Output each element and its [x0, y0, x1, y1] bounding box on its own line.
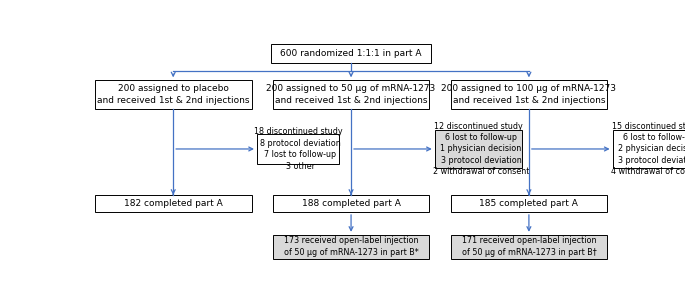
Text: 200 assigned to 50 μg of mRNA-1273
and received 1st & 2nd injections: 200 assigned to 50 μg of mRNA-1273 and r…: [266, 84, 436, 105]
FancyBboxPatch shape: [273, 235, 429, 259]
Text: 15 discontinued study
  6 lost to follow-up
  2 physician decision
  3 protocol : 15 discontinued study 6 lost to follow-u…: [606, 122, 685, 176]
Text: 171 received open-label injection
of 50 μg of mRNA-1273 in part B†: 171 received open-label injection of 50 …: [462, 236, 596, 257]
Text: 185 completed part A: 185 completed part A: [479, 199, 578, 208]
Text: 173 received open-label injection
of 50 μg of mRNA-1273 in part B*: 173 received open-label injection of 50 …: [284, 236, 419, 257]
FancyBboxPatch shape: [612, 130, 685, 168]
Text: 188 completed part A: 188 completed part A: [301, 199, 401, 208]
FancyBboxPatch shape: [271, 45, 431, 63]
FancyBboxPatch shape: [451, 80, 607, 109]
Text: 200 assigned to 100 μg of mRNA-1273
and received 1st & 2nd injections: 200 assigned to 100 μg of mRNA-1273 and …: [441, 84, 616, 105]
Text: 18 discontinued study
  8 protocol deviation
  7 lost to follow-up
  3 other: 18 discontinued study 8 protocol deviati…: [253, 127, 342, 171]
Text: 600 randomized 1:1:1 in part A: 600 randomized 1:1:1 in part A: [280, 49, 422, 58]
Text: 200 assigned to placebo
and received 1st & 2nd injections: 200 assigned to placebo and received 1st…: [97, 84, 249, 105]
FancyBboxPatch shape: [451, 235, 607, 259]
FancyBboxPatch shape: [451, 195, 607, 212]
FancyBboxPatch shape: [95, 195, 251, 212]
FancyBboxPatch shape: [95, 80, 251, 109]
FancyBboxPatch shape: [273, 195, 429, 212]
FancyBboxPatch shape: [273, 80, 429, 109]
Text: 182 completed part A: 182 completed part A: [124, 199, 223, 208]
FancyBboxPatch shape: [435, 130, 522, 168]
FancyBboxPatch shape: [257, 134, 339, 164]
Text: 12 discontinued study
  6 lost to follow-up
  1 physician decision
  3 protocol : 12 discontinued study 6 lost to follow-u…: [428, 122, 529, 176]
